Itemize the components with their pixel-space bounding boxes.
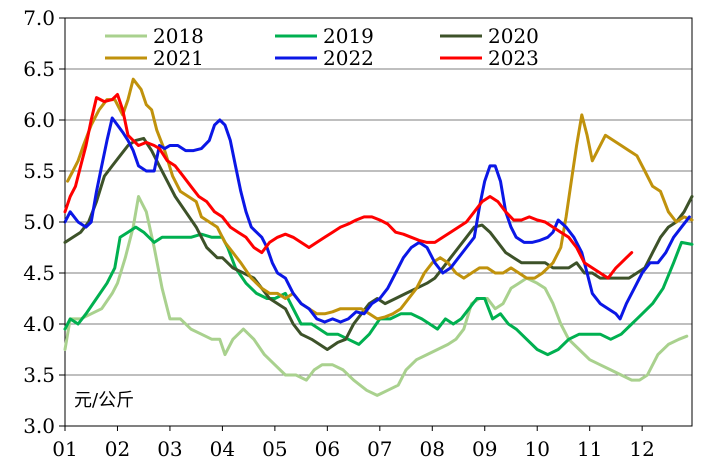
x-tick-label: 07: [367, 437, 392, 461]
x-tick-label: 06: [315, 437, 340, 461]
y-axis-unit-label: 元/公斤: [74, 390, 134, 411]
grid-lines: [65, 68, 692, 376]
x-tick-label: 04: [210, 437, 235, 461]
legend-label-2023: 2023: [488, 46, 539, 70]
series-line-2018: [63, 195, 689, 397]
x-tick-label: 08: [420, 437, 445, 461]
series-line-2022: [63, 116, 691, 324]
legend-label-2021: 2021: [153, 46, 204, 70]
series-line-2021: [66, 77, 694, 321]
x-tick-label: 10: [524, 437, 549, 461]
y-tick-label: 6.0: [23, 108, 55, 132]
y-tick-label: 5.5: [23, 159, 55, 183]
y-tick-label: 3.0: [23, 414, 55, 438]
x-tick-label: 11: [577, 437, 602, 461]
legend: 2018 2019 2020 2021 2022 2023: [105, 24, 539, 70]
x-tick-label: 03: [157, 437, 182, 461]
x-tick-label: 01: [52, 437, 77, 461]
y-tick-label: 3.5: [23, 363, 55, 387]
x-tick-label: 12: [629, 437, 654, 461]
legend-label-2022: 2022: [323, 46, 374, 70]
x-tick-label: 02: [105, 437, 130, 461]
y-tick-label: 6.5: [23, 57, 55, 81]
series-line-2019: [63, 225, 694, 357]
y-tick-label: 7.0: [23, 6, 55, 30]
x-tick-label: 09: [472, 437, 497, 461]
y-tick-label: 5.0: [23, 210, 55, 234]
series-group: [63, 77, 694, 397]
legend-label-2020: 2020: [488, 24, 539, 48]
y-tick-label: 4.0: [23, 312, 55, 336]
y-tick-label: 4.5: [23, 261, 55, 285]
x-tick-label: 05: [262, 437, 287, 461]
legend-label-2018: 2018: [153, 24, 204, 48]
legend-label-2019: 2019: [323, 24, 374, 48]
series-line-2023: [63, 93, 634, 280]
axis-ticks: 3.0 3.5 4.0 4.5 5.0 5.5 6.0 6.5 7.0 01 02 03 04 05 06 0…: [23, 6, 655, 461]
